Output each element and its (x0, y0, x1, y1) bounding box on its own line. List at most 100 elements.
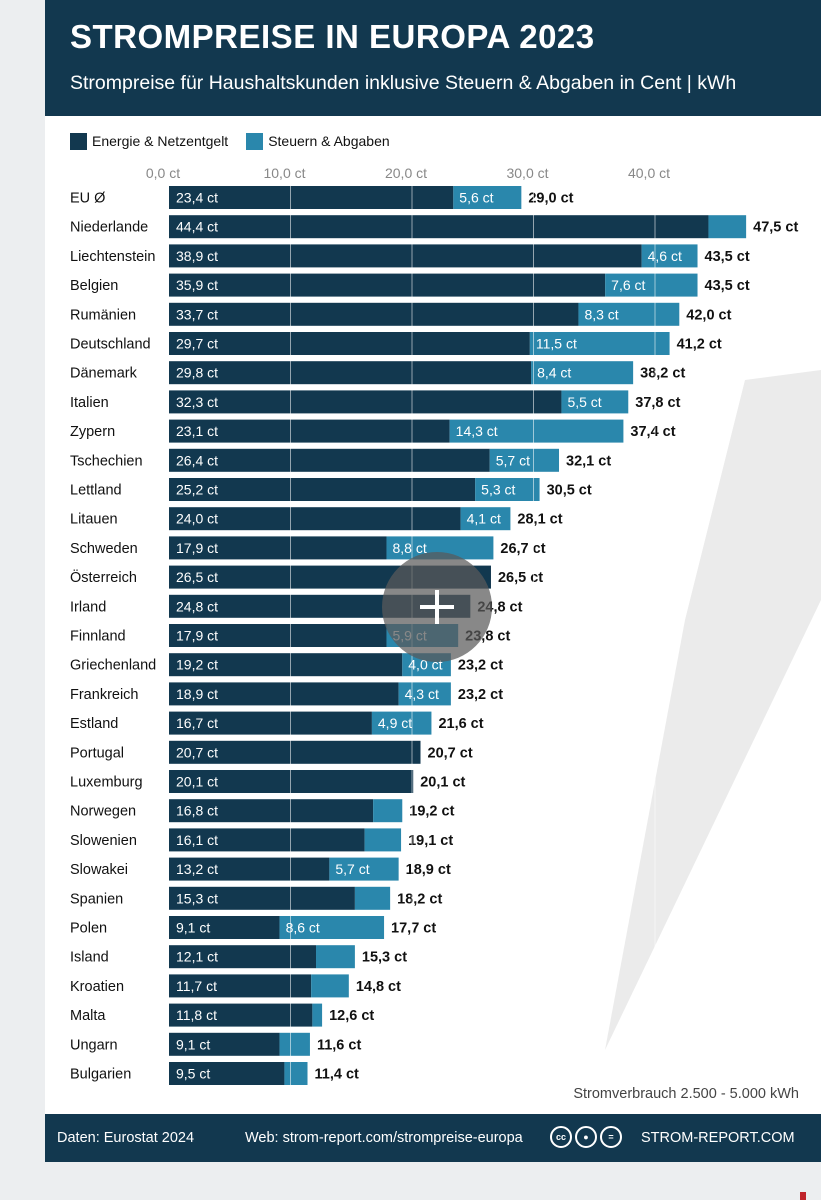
bar-energy-label: 11,8 ct (176, 1007, 217, 1023)
bar-total-label: 30,5 ct (547, 483, 592, 499)
bar-total-label: 41,2 ct (677, 337, 722, 353)
bar-total-label: 26,5 ct (498, 570, 543, 586)
x-tick-label: 10,0 ct (263, 165, 305, 181)
legend-item-energy: Energie & Netzentgelt (70, 132, 228, 150)
category-label: Liechtenstein (70, 249, 155, 265)
bar-energy (169, 215, 709, 239)
bar-energy (169, 1062, 285, 1085)
category-label: Estland (70, 716, 118, 732)
bar-energy-label: 12,1 ct (176, 949, 218, 965)
category-label: Irland (70, 599, 106, 615)
bar-energy-label: 9,1 ct (176, 1036, 210, 1052)
category-label: Kroatien (70, 979, 124, 995)
bar-total-label: 37,4 ct (630, 424, 675, 440)
category-label: Rumänien (70, 307, 136, 323)
bar-taxes-label: 5,7 ct (335, 861, 369, 877)
bar-energy-label: 9,5 ct (176, 1066, 210, 1082)
category-label: Ungarn (70, 1037, 118, 1053)
bar-taxes (371, 711, 432, 735)
bar-energy (169, 302, 579, 326)
bar-total-label: 17,7 ct (391, 921, 436, 937)
category-label: EU Ø (70, 191, 105, 207)
bar-taxes-label: 8,6 ct (286, 920, 320, 936)
bar-energy-label: 17,9 ct (176, 540, 218, 556)
equals-icon: = (600, 1126, 622, 1148)
category-label: Slowakei (70, 862, 128, 878)
bar-taxes-label: 14,3 ct (456, 423, 498, 439)
category-label: Luxemburg (70, 775, 143, 791)
bar-energy (169, 186, 454, 209)
bar-total-label: 23,2 ct (458, 658, 503, 674)
category-label: Frankreich (70, 687, 139, 703)
bar-energy-label: 15,3 ct (176, 890, 218, 906)
bar-energy-label: 29,7 ct (176, 336, 218, 352)
bar-total-label: 42,0 ct (686, 307, 731, 323)
bar-total-label: 21,6 ct (438, 716, 483, 732)
category-label: Belgien (70, 278, 118, 294)
bar-total-label: 20,7 ct (428, 745, 473, 761)
legend-item-taxes: Steuern & Abgaben (246, 132, 390, 150)
bar-taxes (284, 1062, 308, 1085)
header: STROMPREISE IN EUROPA 2023 Strompreise f… (45, 0, 821, 116)
footer-source: Daten: Eurostat 2024 (57, 1130, 195, 1146)
bar-energy (169, 974, 312, 998)
bar-taxes (279, 916, 385, 939)
bar-energy (169, 1003, 313, 1027)
bar-energy (169, 1032, 280, 1056)
page-subtitle: Strompreise für Haushaltskunden inklusiv… (70, 72, 737, 94)
category-label: Griechenland (70, 658, 156, 674)
bar-energy (169, 945, 317, 969)
bar-energy-label: 33,7 ct (176, 306, 218, 322)
category-label: Österreich (70, 568, 137, 586)
bar-total-label: 11,4 ct (315, 1067, 360, 1083)
bar-taxes (373, 799, 403, 823)
bar-energy-label: 25,2 ct (176, 482, 218, 498)
bar-total-label: 20,1 ct (420, 775, 465, 791)
bar-taxes (329, 857, 399, 881)
bar-energy (169, 273, 606, 297)
bar-taxes (641, 244, 698, 268)
bar-taxes-label: 8,4 ct (537, 365, 571, 381)
bar-energy-label: 16,8 ct (176, 803, 218, 819)
bar-taxes-label: 5,6 ct (459, 190, 493, 206)
bar-energy (169, 857, 330, 881)
bar-total-label: 12,6 ct (329, 1008, 374, 1024)
license-icons: cc ● = (550, 1126, 625, 1148)
page-title: STROMPREISE IN EUROPA 2023 (70, 18, 595, 55)
bar-energy-label: 18,9 ct (176, 686, 218, 702)
bar-total-label: 37,8 ct (635, 395, 680, 411)
category-label: Niederlande (70, 220, 148, 236)
bar-energy (169, 799, 374, 823)
bar-energy-label: 26,4 ct (176, 452, 218, 468)
bar-total-label: 28,1 ct (517, 512, 562, 528)
bar-energy-label: 13,2 ct (176, 861, 218, 877)
bar-taxes (364, 828, 402, 852)
bar-energy-label: 35,9 ct (176, 277, 218, 293)
bar-total-label: 23,2 ct (458, 687, 503, 703)
bar-total-label: 43,5 ct (705, 278, 750, 294)
bar-energy (169, 361, 532, 385)
bar-energy-label: 32,3 ct (176, 394, 218, 410)
bar-total-label: 38,2 ct (640, 366, 685, 382)
consumption-note: Stromverbrauch 2.500 - 5.000 kWh (573, 1086, 799, 1102)
bar-energy (169, 711, 372, 735)
bar-taxes-label: 4,3 ct (405, 686, 439, 702)
bar-energy-label: 26,5 ct (176, 569, 218, 585)
bar-taxes (578, 302, 680, 326)
bar-taxes-label: 7,6 ct (611, 277, 645, 293)
bar-energy (169, 624, 387, 647)
footer-brand[interactable]: STROM-REPORT.COM (641, 1130, 795, 1146)
footer-web-link[interactable]: Web: strom-report.com/strompreise-europa (245, 1130, 523, 1146)
bar-energy-label: 23,1 ct (176, 423, 218, 439)
bar-taxes-label: 4,1 ct (467, 511, 501, 527)
category-label: Litauen (70, 512, 118, 528)
bar-taxes (311, 974, 349, 998)
bar-total-label: 47,5 ct (753, 220, 798, 236)
bar-taxes (453, 186, 522, 209)
zoom-in-button[interactable] (382, 552, 492, 662)
bar-energy-label: 29,8 ct (176, 365, 218, 381)
bar-energy-label: 23,4 ct (176, 190, 218, 206)
category-label: Polen (70, 921, 107, 937)
category-label: Bulgarien (70, 1067, 131, 1083)
bar-energy-label: 16,7 ct (176, 715, 218, 731)
